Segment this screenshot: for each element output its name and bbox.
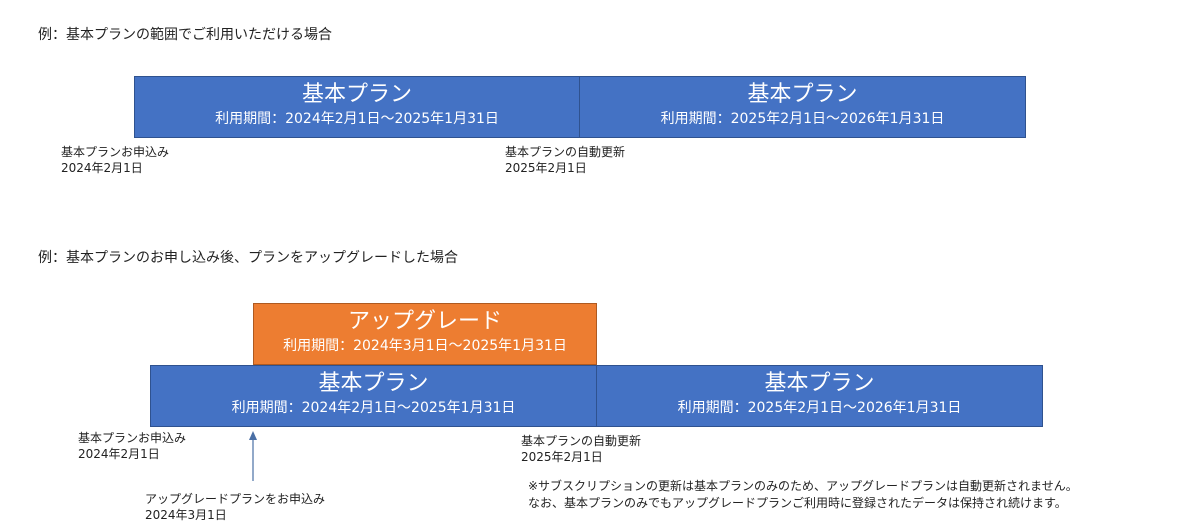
box-period: 利用期間：2025年2月1日～2026年1月31日 xyxy=(660,111,945,127)
label-date: 2025年2月1日 xyxy=(505,161,587,175)
example2-upgrade-box: アップグレード 利用期間：2024年3月1日～2025年1月31日 xyxy=(253,303,597,365)
label-line: 基本プランの自動更新 xyxy=(505,145,626,159)
label-date: 2024年2月1日 xyxy=(61,161,143,175)
example1-start-label: 基本プランお申込み 2024年2月1日 xyxy=(61,144,169,176)
box-title: 基本プラン xyxy=(318,371,429,396)
upgrade-arrow-icon xyxy=(249,431,257,481)
label-line: アップグレードプランをお申込み xyxy=(145,492,326,506)
example2-heading: 例：基本プランのお申し込み後、プランをアップグレードした場合 xyxy=(38,250,458,266)
box-title: 基本プラン xyxy=(747,82,858,107)
label-line: 基本プランお申込み xyxy=(61,145,170,159)
example2-basic-plan-box-1: 基本プラン 利用期間：2024年2月1日～2025年1月31日 xyxy=(150,365,597,427)
label-date: 2024年2月1日 xyxy=(78,447,160,461)
label-line: 基本プランお申込み xyxy=(78,431,187,445)
label-line: 基本プランの自動更新 xyxy=(521,434,642,448)
example2-start-label: 基本プランお申込み 2024年2月1日 xyxy=(78,430,186,462)
example1-basic-plan-box-2: 基本プラン 利用期間：2025年2月1日～2026年1月31日 xyxy=(579,76,1026,138)
example1-renew-label: 基本プランの自動更新 2025年2月1日 xyxy=(505,144,625,176)
box-period: 利用期間：2024年2月1日～2025年1月31日 xyxy=(231,400,516,416)
label-date: 2024年3月1日 xyxy=(145,508,227,522)
example1-basic-plan-box-1: 基本プラン 利用期間：2024年2月1日～2025年1月31日 xyxy=(134,76,580,138)
label-date: 2025年2月1日 xyxy=(521,450,603,464)
box-title: アップグレード xyxy=(347,309,502,334)
box-period: 利用期間：2024年2月1日～2025年1月31日 xyxy=(215,111,499,127)
box-title: 基本プラン xyxy=(764,371,875,396)
example2-basic-plan-box-2: 基本プラン 利用期間：2025年2月1日～2026年1月31日 xyxy=(596,365,1043,427)
footnote-line-2: なお、基本プランのみでもアップグレードプランご利用時に登録されたデータは保持され… xyxy=(528,496,1067,510)
example1-heading: 例：基本プランの範囲でご利用いただける場合 xyxy=(38,27,332,43)
example2-upgrade-label: アップグレードプランをお申込み 2024年3月1日 xyxy=(145,491,325,523)
box-title: 基本プラン xyxy=(301,82,412,107)
footnote: ※サブスクリプションの更新は基本プランのみのため、アップグレードプランは自動更新… xyxy=(528,478,1078,512)
example2-renew-label: 基本プランの自動更新 2025年2月1日 xyxy=(521,433,641,465)
box-period: 利用期間：2024年3月1日～2025年1月31日 xyxy=(283,338,567,354)
box-period: 利用期間：2025年2月1日～2026年1月31日 xyxy=(677,400,962,416)
footnote-line-1: ※サブスクリプションの更新は基本プランのみのため、アップグレードプランは自動更新… xyxy=(528,479,1078,493)
